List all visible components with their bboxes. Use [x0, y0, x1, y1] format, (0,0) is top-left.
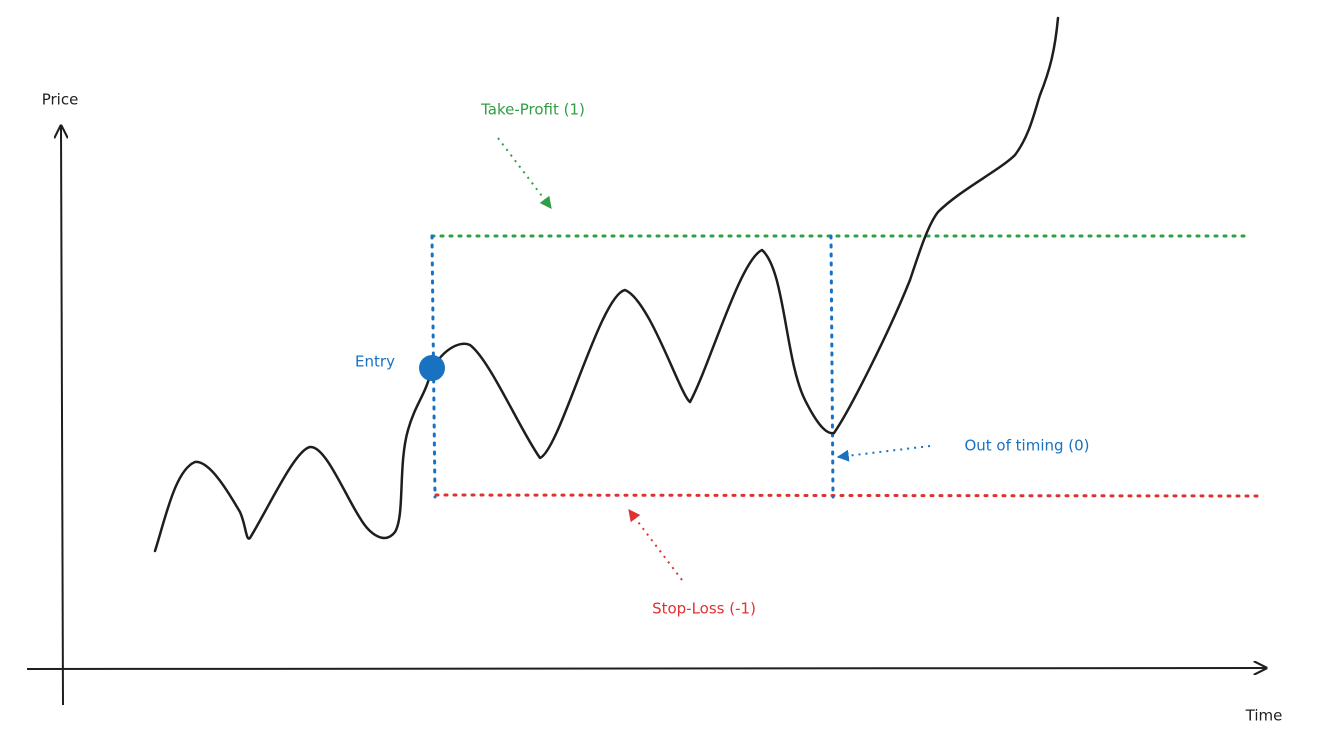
y-axis-label: Price	[42, 91, 79, 109]
x-axis-label: Time	[1245, 707, 1283, 725]
take-profit-arrow	[497, 137, 552, 209]
vertical-barrier	[829, 234, 835, 499]
lower-barrier	[434, 493, 1264, 498]
timeout-label: Out of timing (0)	[964, 437, 1089, 455]
stop-loss-label: Stop-Loss (-1)	[652, 600, 756, 618]
timeout-arrow	[836, 445, 931, 462]
take-profit-label: Take-Profit (1)	[480, 101, 585, 119]
entry-barrier	[430, 234, 437, 499]
entry-label: Entry	[355, 353, 395, 371]
x-axis	[26, 668, 1266, 669]
y-axis	[61, 126, 63, 706]
price-path	[153, 16, 1060, 553]
stop-loss-arrow	[628, 509, 683, 581]
entry-point	[419, 355, 445, 381]
